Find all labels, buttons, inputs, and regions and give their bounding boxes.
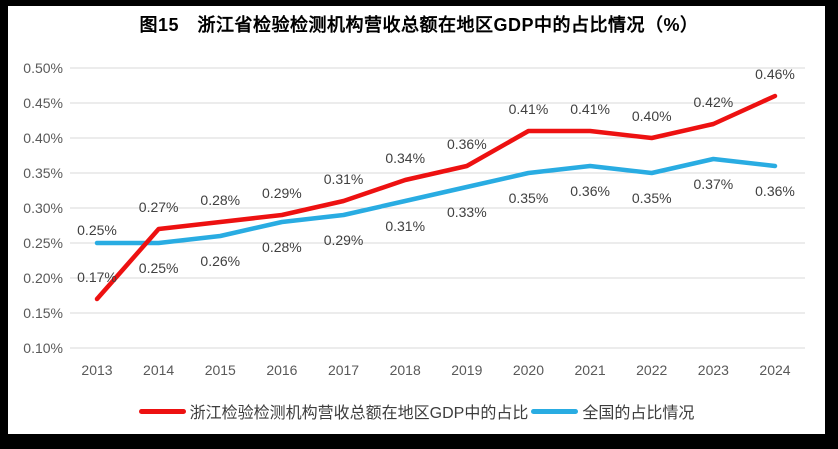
data-label-national-2024: 0.36% xyxy=(755,183,795,199)
x-axis-tick-label: 2021 xyxy=(575,362,606,378)
x-axis-tick-label: 2019 xyxy=(451,362,482,378)
y-axis-tick-label: 0.10% xyxy=(23,340,63,356)
data-label-national-2023: 0.37% xyxy=(694,176,734,192)
x-axis-tick-label: 2014 xyxy=(143,362,174,378)
y-axis-tick-label: 0.25% xyxy=(23,235,63,251)
legend-label-national: 全国的占比情况 xyxy=(582,405,695,422)
data-label-zhejiang-2024: 0.46% xyxy=(755,66,795,82)
y-axis-tick-label: 0.45% xyxy=(23,95,63,111)
data-label-zhejiang-2016: 0.29% xyxy=(262,185,302,201)
data-label-national-2020: 0.35% xyxy=(509,190,549,206)
y-axis-tick-label: 0.20% xyxy=(23,270,63,286)
data-label-zhejiang-2014: 0.27% xyxy=(139,199,179,215)
series-line-national xyxy=(94,156,778,246)
data-label-zhejiang-2018: 0.34% xyxy=(385,150,425,166)
x-axis-tick-label: 2018 xyxy=(390,362,421,378)
series-line-zhejiang xyxy=(94,93,778,302)
y-axis-tick-label: 0.50% xyxy=(23,60,63,76)
data-label-national-2013: 0.25% xyxy=(77,222,117,238)
figure-white-background xyxy=(8,6,825,434)
data-label-zhejiang-2019: 0.36% xyxy=(447,136,487,152)
data-label-national-2017: 0.29% xyxy=(324,232,364,248)
x-axis-tick-label: 2020 xyxy=(513,362,544,378)
data-label-national-2019: 0.33% xyxy=(447,204,487,220)
legend-line-sample-zhejiang xyxy=(138,408,186,414)
chart-title: 图15 浙江省检验检测机构营收总额在地区GDP中的占比情况（%） xyxy=(139,15,699,35)
data-label-national-2015: 0.26% xyxy=(200,253,240,269)
x-axis-tick-label: 2024 xyxy=(759,362,790,378)
data-label-national-2016: 0.28% xyxy=(262,239,302,255)
y-axis-tick-label: 0.40% xyxy=(23,130,63,146)
legend-label-zhejiang: 浙江检验检测机构营收总额在地区GDP中的占比 xyxy=(189,405,529,422)
x-axis-tick-label: 2016 xyxy=(266,362,297,378)
data-label-zhejiang-2023: 0.42% xyxy=(694,94,734,110)
x-axis-tick-label: 2022 xyxy=(636,362,667,378)
x-axis-tick-label: 2023 xyxy=(698,362,729,378)
data-label-zhejiang-2021: 0.41% xyxy=(570,101,610,117)
data-label-zhejiang-2022: 0.40% xyxy=(632,108,672,124)
y-axis-tick-label: 0.35% xyxy=(23,165,63,181)
y-axis-tick-label: 0.15% xyxy=(23,305,63,321)
x-axis-tick-label: 2013 xyxy=(81,362,112,378)
data-label-national-2022: 0.35% xyxy=(632,190,672,206)
legend-line-sample-national xyxy=(531,408,579,414)
data-label-national-2021: 0.36% xyxy=(570,183,610,199)
data-label-zhejiang-2017: 0.31% xyxy=(324,171,364,187)
data-label-national-2014: 0.25% xyxy=(139,260,179,276)
data-label-zhejiang-2013: 0.17% xyxy=(77,269,117,285)
x-axis-tick-label: 2017 xyxy=(328,362,359,378)
y-axis-tick-label: 0.30% xyxy=(23,200,63,216)
data-label-zhejiang-2020: 0.41% xyxy=(509,101,549,117)
chart-legend: 浙江检验检测机构营收总额在地区GDP中的占比 全国的占比情况 xyxy=(8,399,825,423)
legend-item-national: 全国的占比情况 xyxy=(531,399,694,423)
legend-item-zhejiang: 浙江检验检测机构营收总额在地区GDP中的占比 xyxy=(138,399,529,423)
x-axis-tick-label: 2015 xyxy=(205,362,236,378)
data-label-national-2018: 0.31% xyxy=(385,218,425,234)
data-label-zhejiang-2015: 0.28% xyxy=(200,192,240,208)
